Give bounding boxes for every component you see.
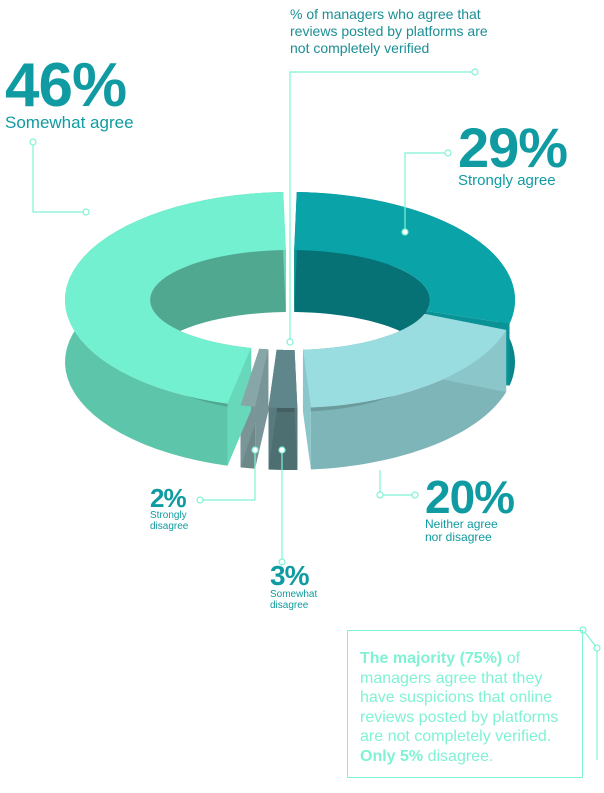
slice-edge [302,349,311,470]
value-label: 3% [270,560,309,591]
category-label: Somewhat disagree [270,588,318,611]
slice [65,192,286,404]
slice-side [310,329,507,470]
value-label: 2% [150,483,187,513]
category-label: Strongly agree [458,172,556,190]
slices [65,192,515,408]
category-label: Somewhat agree [5,112,134,132]
slice-inner [294,250,430,373]
callout: The majority (75%) of managers agree tha… [347,630,583,778]
slice-side [268,407,298,470]
value-label: 29% [458,116,568,179]
note-text: of managers agree that they have suspici… [360,650,559,746]
slice-edge [255,349,269,469]
note-bold: Only 5% [360,747,424,765]
slice [268,349,298,408]
slice [294,192,515,324]
category-label: Strongly disagree [150,509,189,532]
slice [302,313,507,408]
slice-edge [227,348,252,466]
leader-lines [29,68,601,760]
slice [240,348,269,407]
chart-title: % of managers who agree that reviews pos… [290,6,488,56]
category-label: Neither agree nor disagree [425,516,498,544]
value-label: 20% [425,471,515,523]
value-label: 46% [5,51,127,120]
note-bold: The majority (75%) [360,650,503,667]
note-text: disagree. [427,747,494,765]
